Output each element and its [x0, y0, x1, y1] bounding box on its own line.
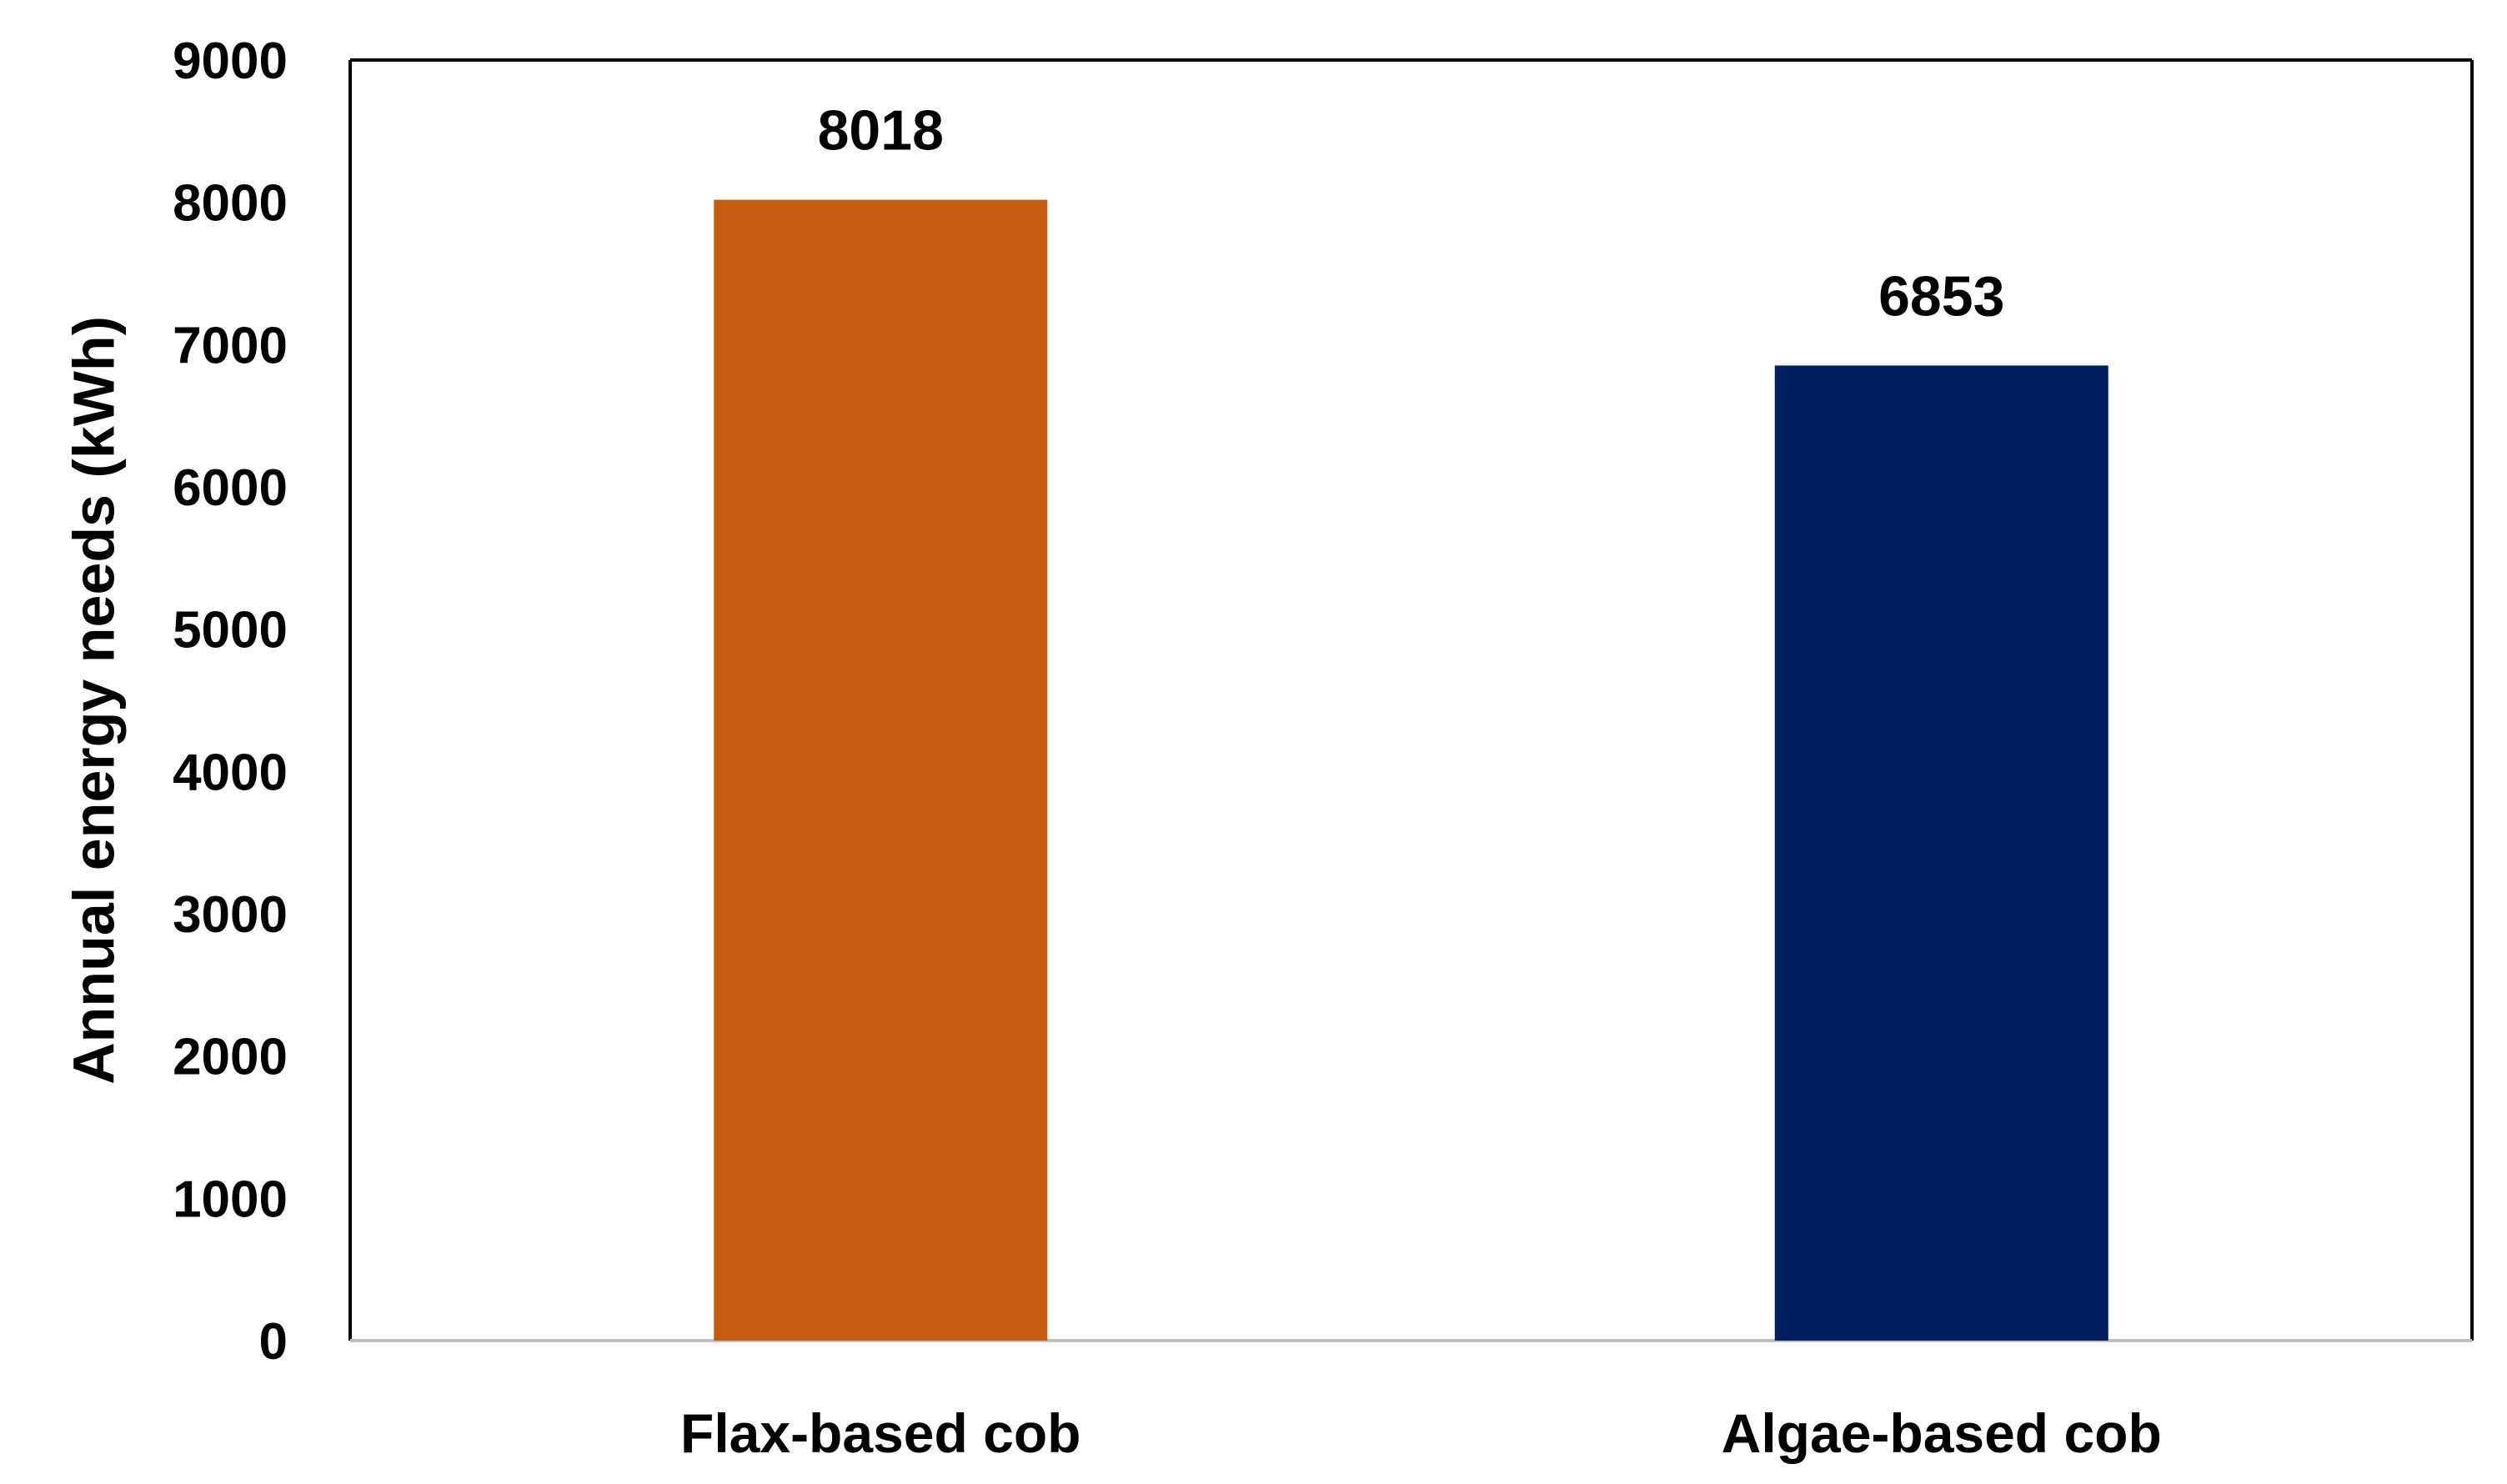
y-axis-ticks: 0 1000 2000 3000 4000 5000 6000 7000 8000 9000: [173, 33, 288, 1371]
y-tick-label: 7000: [173, 317, 288, 374]
data-labels: 8018 6853: [818, 99, 2005, 328]
y-tick-label: 3000: [173, 886, 288, 944]
y-axis-title: Annual energy needs (kWh): [61, 316, 126, 1085]
x-category-label: Algae-based cob: [1722, 1402, 2162, 1464]
y-tick-label: 1000: [173, 1171, 288, 1228]
bars: [714, 199, 2108, 1341]
x-axis-category-labels: Flax-based cob Algae-based cob: [680, 1402, 2162, 1464]
x-category-label: Flax-based cob: [680, 1402, 1081, 1464]
y-tick-label: 2000: [173, 1029, 288, 1086]
y-tick-label: 5000: [173, 602, 288, 659]
data-label: 6853: [1878, 264, 2004, 328]
data-label: 8018: [818, 99, 944, 163]
bar: [714, 199, 1048, 1341]
bar: [1774, 365, 2108, 1341]
y-tick-label: 0: [259, 1313, 288, 1371]
y-tick-label: 9000: [173, 33, 288, 90]
plot-frame-group: [348, 58, 2474, 1342]
y-tick-label: 4000: [173, 744, 288, 801]
y-tick-label: 8000: [173, 175, 288, 233]
y-tick-label: 6000: [173, 459, 288, 517]
